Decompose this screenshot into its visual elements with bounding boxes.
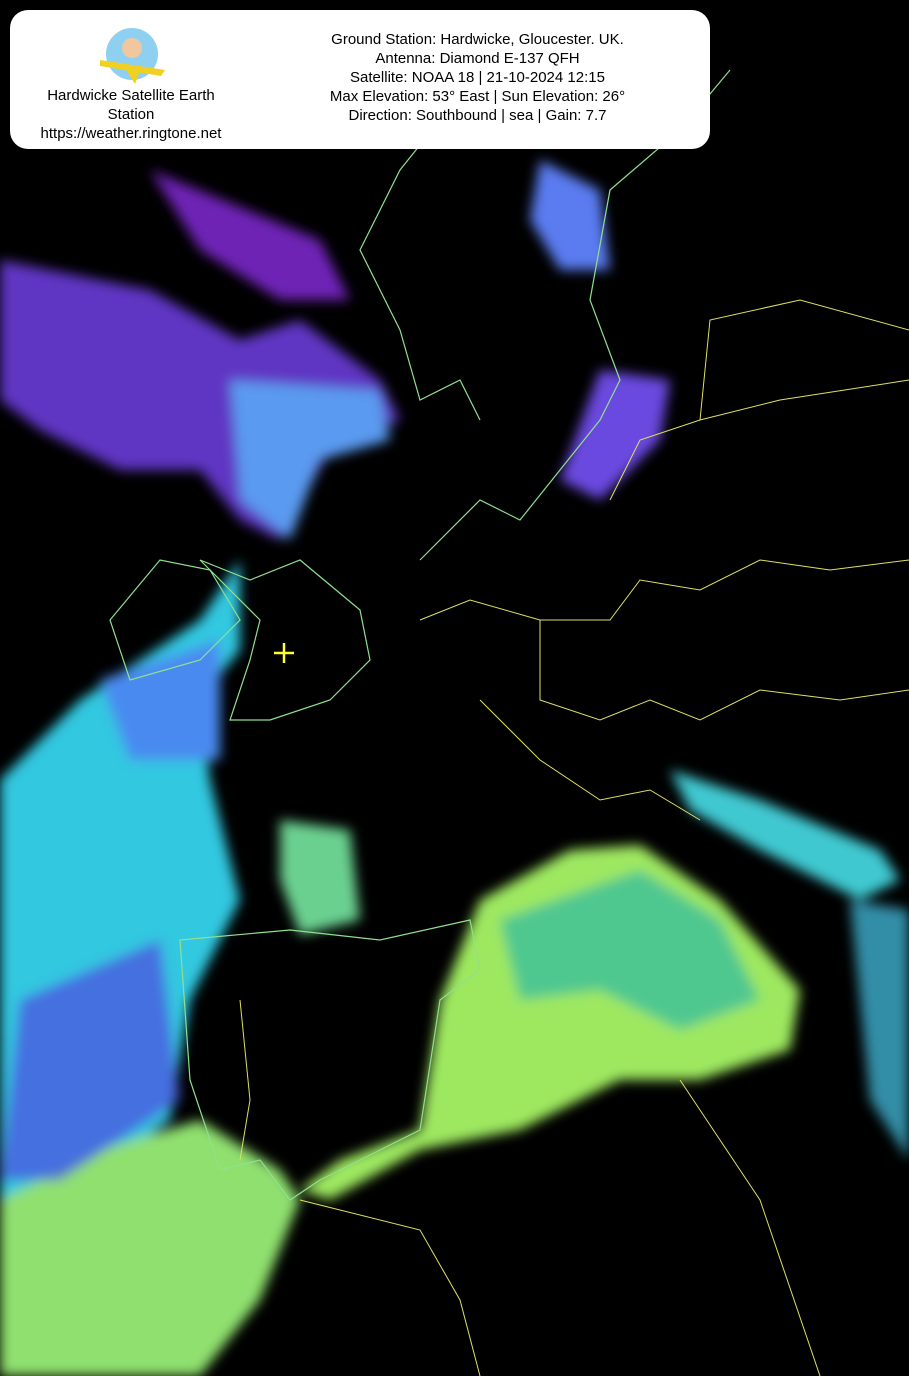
elevation: Max Elevation: 53° East | Sun Elevation:… xyxy=(329,88,626,105)
antenna: Antenna: Diamond E-137 QFH xyxy=(375,50,580,67)
station-url[interactable]: https://weather.ringtone.net xyxy=(40,125,222,142)
station-logo xyxy=(100,28,165,84)
satellite: Satellite: NOAA 18 | 21-10-2024 12:15 xyxy=(350,69,605,86)
cloud-layer xyxy=(0,160,909,1376)
info-panel: Hardwicke Satellite Earth Station https:… xyxy=(10,10,710,149)
station-marker-icon xyxy=(274,643,294,663)
station-name-block: Hardwicke Satellite Earth Station https:… xyxy=(30,86,232,143)
pass-info: Ground Station: Hardwicke, Gloucester. U… xyxy=(300,30,655,125)
direction: Direction: Southbound | sea | Gain: 7.7 xyxy=(348,107,607,124)
station-name: Hardwicke Satellite Earth Station xyxy=(47,87,215,123)
ground-station: Ground Station: Hardwicke, Gloucester. U… xyxy=(331,31,624,48)
country-borders xyxy=(239,299,909,1376)
coastlines xyxy=(109,69,731,1201)
